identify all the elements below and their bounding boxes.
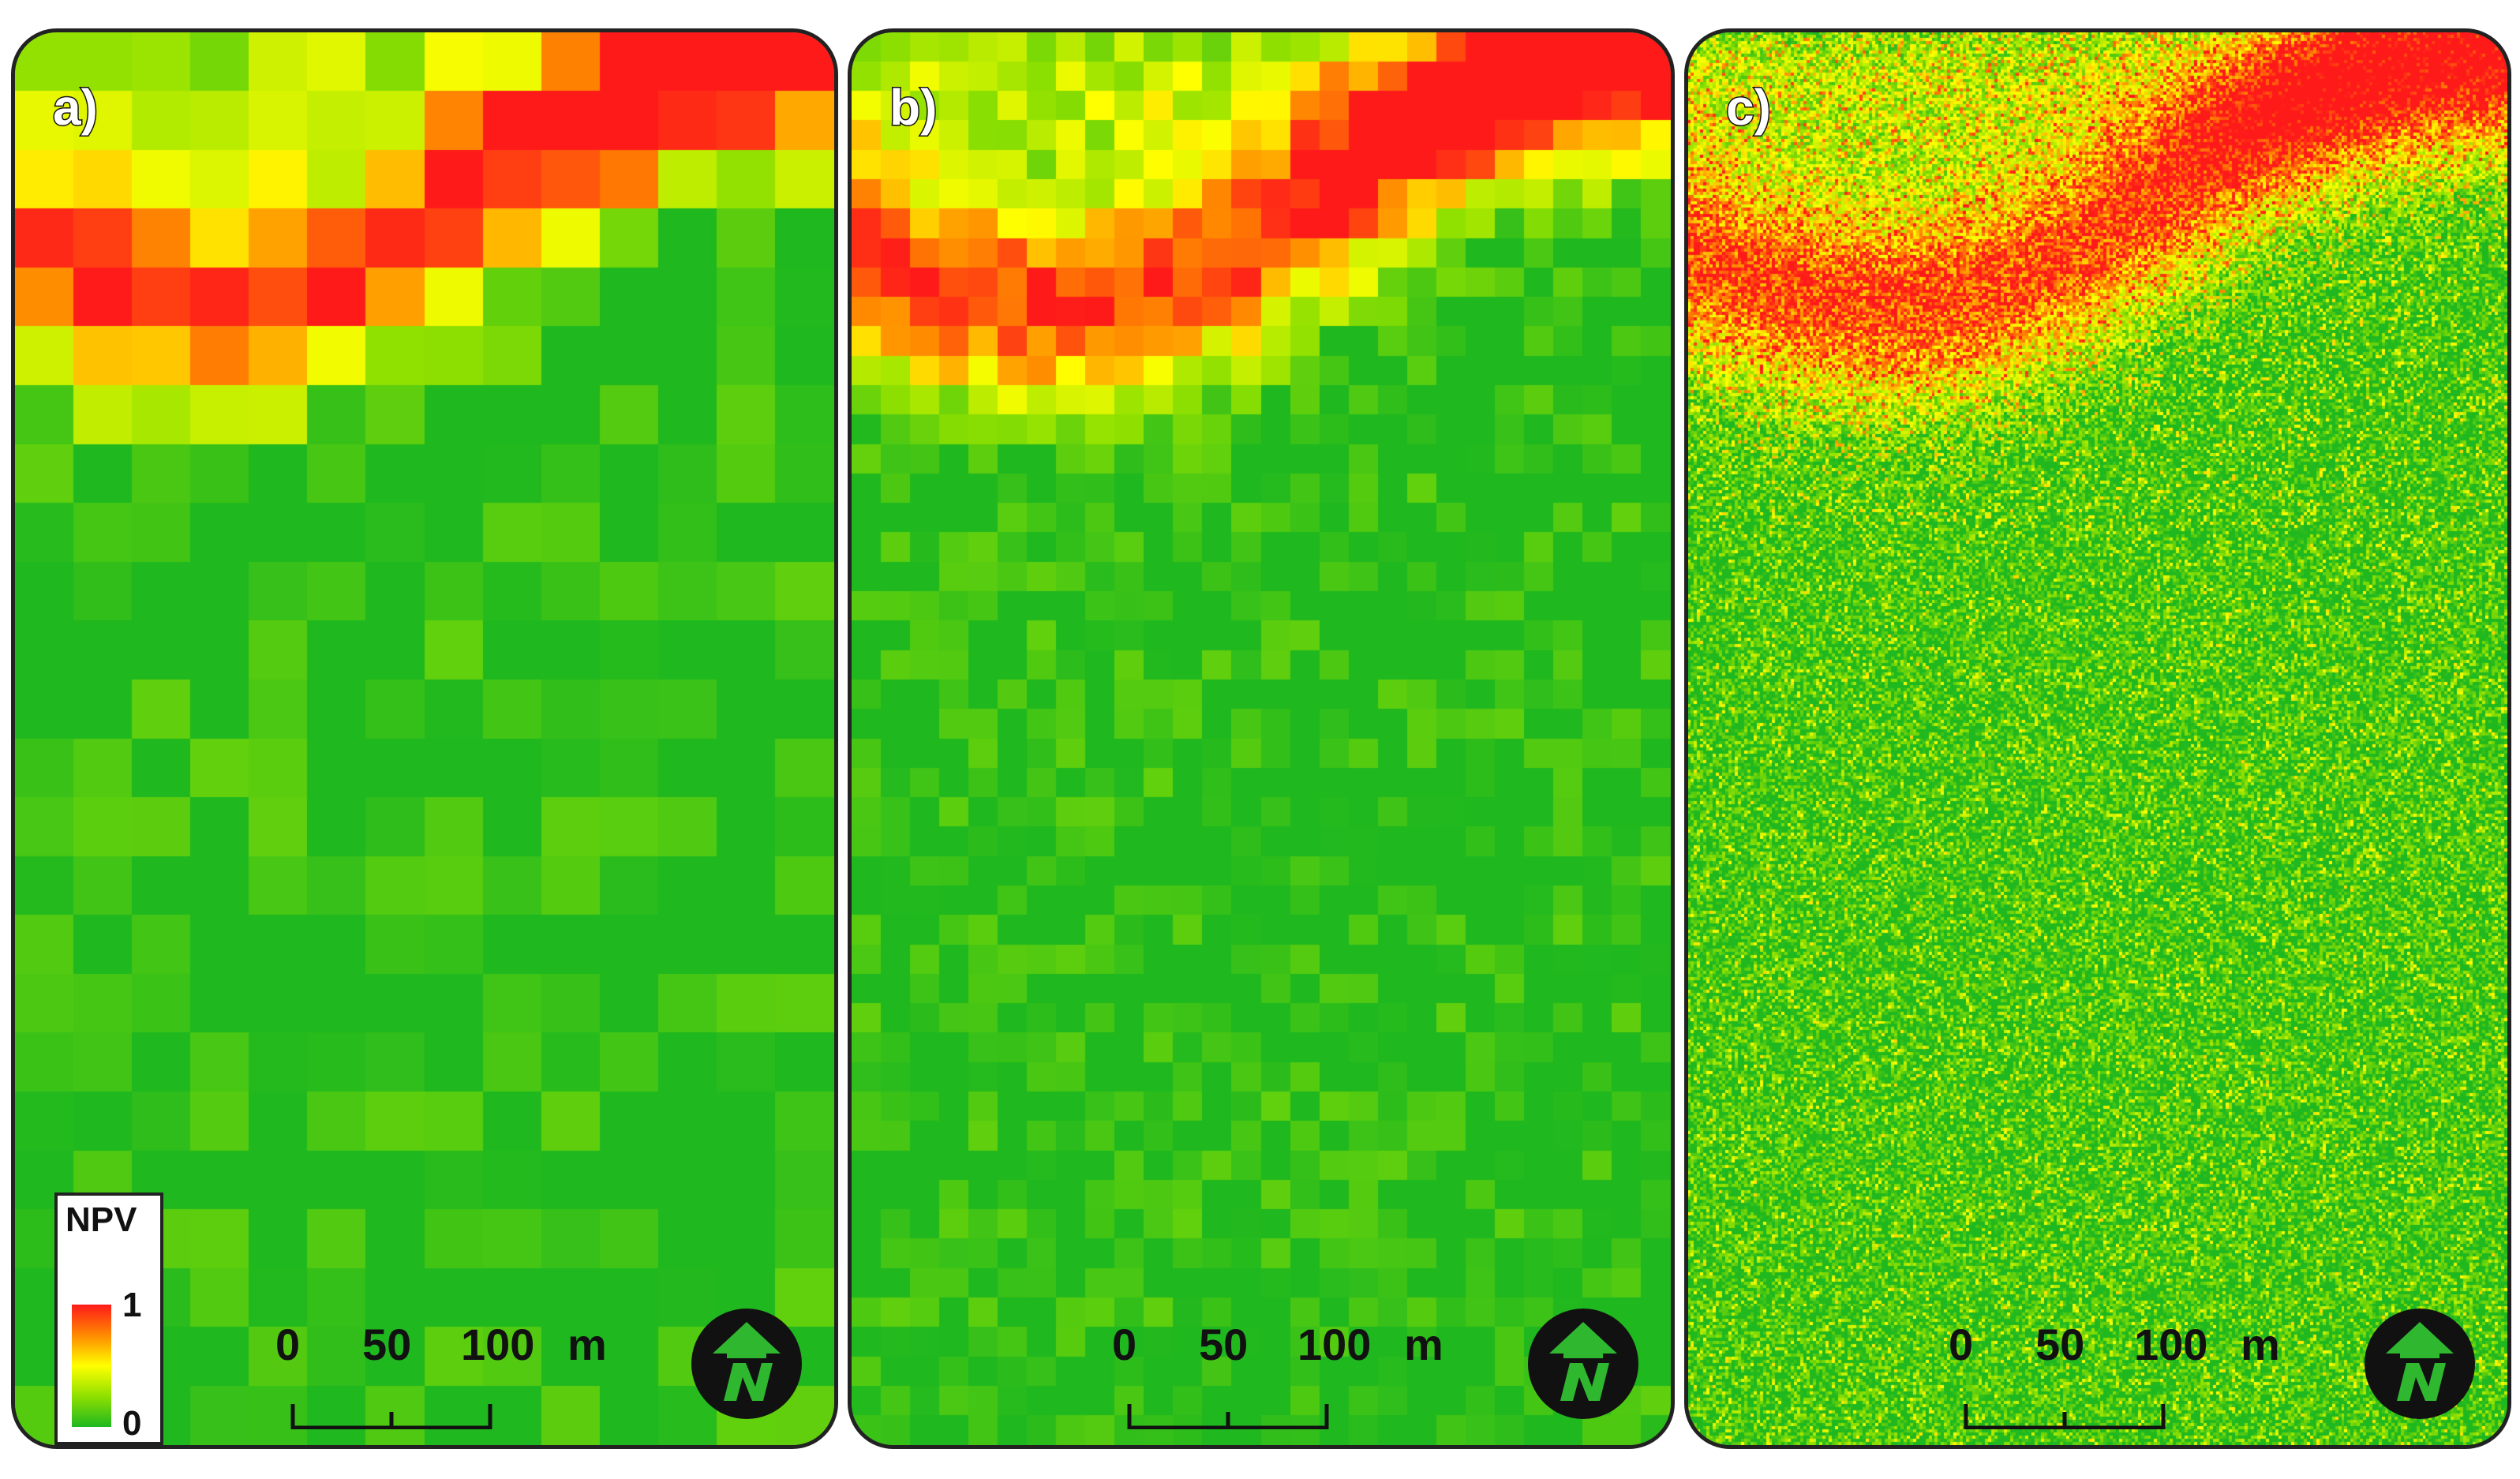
map-panel-c: c) 0 50 100 m <box>1684 28 2511 1449</box>
scale-tick-50: 50 <box>2035 1320 2085 1369</box>
scale-unit: m <box>2241 1320 2280 1369</box>
scale-tick-100: 100 <box>2134 1320 2208 1369</box>
scale-bar-line <box>1964 1404 2166 1429</box>
legend-title: NPV <box>66 1200 137 1239</box>
scale-bar-line <box>1127 1404 1329 1429</box>
scale-unit: m <box>1404 1320 1443 1369</box>
scale-tick-0: 0 <box>275 1320 301 1369</box>
scale-unit: m <box>567 1320 607 1369</box>
npv-raster-c <box>1688 32 2507 1445</box>
map-panel-a: a) NPV 1 0 0 50 100 m <box>11 28 838 1449</box>
panel-label-a: a) <box>52 78 99 137</box>
legend-color-ramp <box>72 1305 111 1427</box>
panel-label-b: b) <box>888 78 938 137</box>
npv-raster-b <box>852 32 1671 1445</box>
map-panel-b: b) 0 50 100 m <box>848 28 1675 1449</box>
scale-bar-line <box>290 1404 492 1429</box>
scale-bar-c: 0 50 100 m <box>1949 1319 2280 1429</box>
scale-bar-b: 0 50 100 m <box>1112 1319 1443 1429</box>
scale-tick-50: 50 <box>1199 1320 1249 1369</box>
north-arrow-icon <box>1528 1309 1638 1419</box>
panel-label-c: c) <box>1725 78 1773 137</box>
north-arrow-icon <box>691 1309 802 1419</box>
north-arrow-icon <box>2365 1309 2475 1419</box>
scale-tick-0: 0 <box>1112 1320 1137 1369</box>
scale-bar-a: 0 50 100 m <box>275 1319 607 1429</box>
npv-legend: NPV 1 0 <box>54 1193 163 1445</box>
legend-max-label: 1 <box>122 1286 142 1324</box>
scale-tick-100: 100 <box>461 1320 535 1369</box>
scale-tick-0: 0 <box>1949 1320 1974 1369</box>
legend-min-label: 0 <box>122 1404 142 1443</box>
scale-tick-50: 50 <box>362 1320 412 1369</box>
scale-tick-100: 100 <box>1297 1320 1372 1369</box>
